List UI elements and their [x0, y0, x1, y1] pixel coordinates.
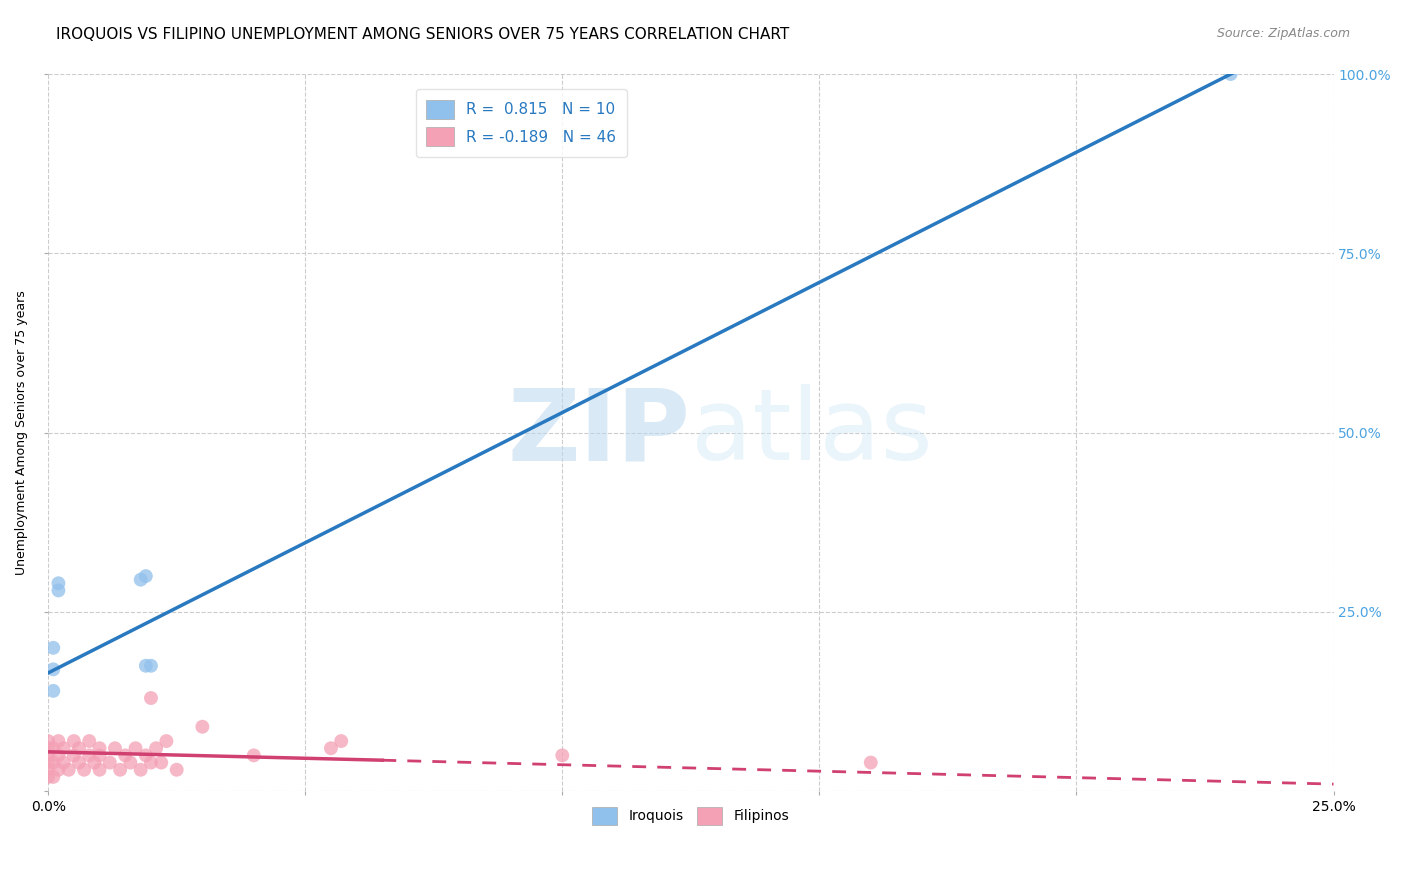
Point	[108, 763, 131, 777]
Point	[124, 741, 146, 756]
Point	[139, 691, 162, 706]
Point	[52, 741, 75, 756]
Point	[58, 763, 80, 777]
Text: ZIP: ZIP	[508, 384, 690, 481]
Text: atlas: atlas	[690, 384, 932, 481]
Point	[48, 734, 70, 748]
Text: IROQUOIS VS FILIPINO UNEMPLOYMENT AMONG SENIORS OVER 75 YEARS CORRELATION CHART: IROQUOIS VS FILIPINO UNEMPLOYMENT AMONG …	[56, 27, 790, 42]
Legend: Iroquois, Filipinos: Iroquois, Filipinos	[582, 797, 799, 835]
Point	[243, 748, 266, 763]
Point	[145, 741, 167, 756]
Point	[120, 756, 142, 770]
Point	[37, 756, 59, 770]
Point	[166, 763, 188, 777]
Point	[42, 770, 65, 784]
Point	[135, 569, 157, 583]
Point	[42, 683, 65, 698]
Point	[63, 748, 86, 763]
Point	[155, 734, 177, 748]
Point	[114, 748, 136, 763]
Point	[52, 756, 75, 770]
Text: Source: ZipAtlas.com: Source: ZipAtlas.com	[1216, 27, 1350, 40]
Point	[48, 576, 70, 591]
Point	[89, 741, 111, 756]
Point	[319, 741, 342, 756]
Point	[1219, 67, 1241, 81]
Point	[551, 748, 574, 763]
Point	[104, 741, 127, 756]
Point	[330, 734, 353, 748]
Point	[191, 720, 214, 734]
Point	[37, 741, 59, 756]
Point	[73, 763, 96, 777]
Point	[77, 748, 100, 763]
Point	[135, 748, 157, 763]
Point	[42, 741, 65, 756]
Point	[129, 573, 152, 587]
Point	[63, 734, 86, 748]
Point	[37, 770, 59, 784]
Point	[67, 741, 90, 756]
Point	[89, 763, 111, 777]
Point	[48, 748, 70, 763]
Point	[42, 756, 65, 770]
Point	[135, 658, 157, 673]
Y-axis label: Unemployment Among Seniors over 75 years: Unemployment Among Seniors over 75 years	[15, 290, 28, 575]
Point	[42, 640, 65, 655]
Point	[37, 748, 59, 763]
Point	[150, 756, 173, 770]
Point	[67, 756, 90, 770]
Point	[37, 763, 59, 777]
Point	[48, 763, 70, 777]
Point	[129, 763, 152, 777]
Point	[139, 658, 162, 673]
Point	[83, 756, 105, 770]
Point	[77, 734, 100, 748]
Point	[42, 662, 65, 676]
Point	[139, 756, 162, 770]
Point	[98, 756, 121, 770]
Point	[89, 748, 111, 763]
Point	[48, 583, 70, 598]
Point	[859, 756, 882, 770]
Point	[37, 734, 59, 748]
